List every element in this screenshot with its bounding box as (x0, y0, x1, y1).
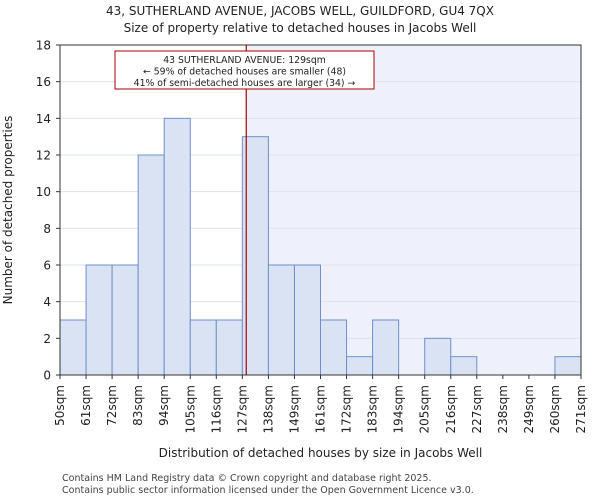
x-tick-label: 116sqm (209, 385, 223, 433)
chart-subtitle: Size of property relative to detached ho… (123, 21, 477, 35)
histogram-bar (372, 319, 400, 376)
annotation-line-3: 41% of semi-detached houses are larger (… (134, 78, 356, 89)
histogram-bar (111, 264, 139, 376)
y-tick-label: 6 (43, 259, 51, 273)
y-tick-label: 10 (36, 185, 51, 199)
x-tick-label: 249sqm (522, 385, 536, 433)
x-tick-label: 216sqm (444, 385, 458, 433)
x-tick-label: 238sqm (496, 385, 510, 433)
x-tick-label: 183sqm (366, 385, 380, 433)
annotation-frame (114, 50, 375, 90)
y-axis-ticks: 0 2 4 6 8 10 12 14 16 18 (36, 39, 60, 383)
x-tick-label: 105sqm (183, 385, 197, 433)
histogram-bar (554, 356, 582, 376)
histogram-bar (59, 319, 87, 376)
y-tick-label: 18 (36, 39, 51, 53)
x-axis-label: Distribution of detached houses by size … (159, 446, 483, 460)
footer-line-2: Contains public sector information licen… (62, 485, 474, 496)
histogram-bar (320, 319, 348, 376)
x-tick-label: 83sqm (131, 385, 145, 426)
annotation-line-2: ← 59% of detached houses are smaller (48… (143, 67, 346, 78)
x-tick-label: 127sqm (235, 385, 249, 433)
histogram-bar (293, 264, 322, 376)
x-tick-label: 172sqm (340, 385, 354, 433)
histogram-bar (163, 117, 191, 376)
x-tick-label: 94sqm (157, 385, 171, 426)
x-tick-label: 260sqm (548, 385, 562, 433)
x-tick-label: 227sqm (470, 385, 484, 433)
x-axis-ticks: 50sqm 61sqm 72sqm 83sqm 94sqm 105sqm 116sqm 127… (53, 375, 588, 433)
y-axis-label: Number of detached properties (1, 116, 15, 305)
y-tick-label: 0 (43, 369, 51, 383)
histogram-bar (137, 154, 165, 376)
y-tick-label: 2 (43, 332, 51, 346)
annotation-box: 43 SUTHERLAND AVENUE: 129sqm ← 59% of de… (114, 50, 375, 90)
x-tick-label: 194sqm (392, 385, 406, 433)
x-tick-label: 149sqm (287, 385, 301, 433)
histogram-bar (215, 319, 243, 376)
y-tick-label: 16 (36, 75, 51, 89)
histogram-bar (267, 264, 295, 376)
y-tick-label: 14 (36, 112, 51, 126)
histogram-bar (424, 337, 452, 376)
annotation-line-1: 43 SUTHERLAND AVENUE: 129sqm (163, 55, 326, 66)
histogram-bar (189, 319, 217, 376)
plot-frame (59, 44, 582, 376)
histogram-bar (450, 356, 478, 376)
histogram-bar (85, 264, 113, 376)
x-tick-label: 138sqm (261, 385, 275, 433)
x-tick-label: 205sqm (418, 385, 432, 433)
y-tick-label: 12 (36, 149, 51, 163)
x-tick-label: 161sqm (314, 385, 328, 433)
x-tick-label: 61sqm (79, 385, 93, 426)
x-tick-label: 271sqm (574, 385, 588, 433)
y-tick-label: 4 (43, 295, 51, 309)
chart-title: 43, SUTHERLAND AVENUE, JACOBS WELL, GUIL… (106, 4, 494, 18)
histogram-bar (346, 356, 374, 376)
footer-line-1: Contains HM Land Registry data © Crown c… (62, 473, 432, 484)
y-tick-label: 8 (43, 222, 51, 236)
x-tick-label: 72sqm (105, 385, 119, 426)
x-tick-label: 50sqm (53, 385, 67, 426)
